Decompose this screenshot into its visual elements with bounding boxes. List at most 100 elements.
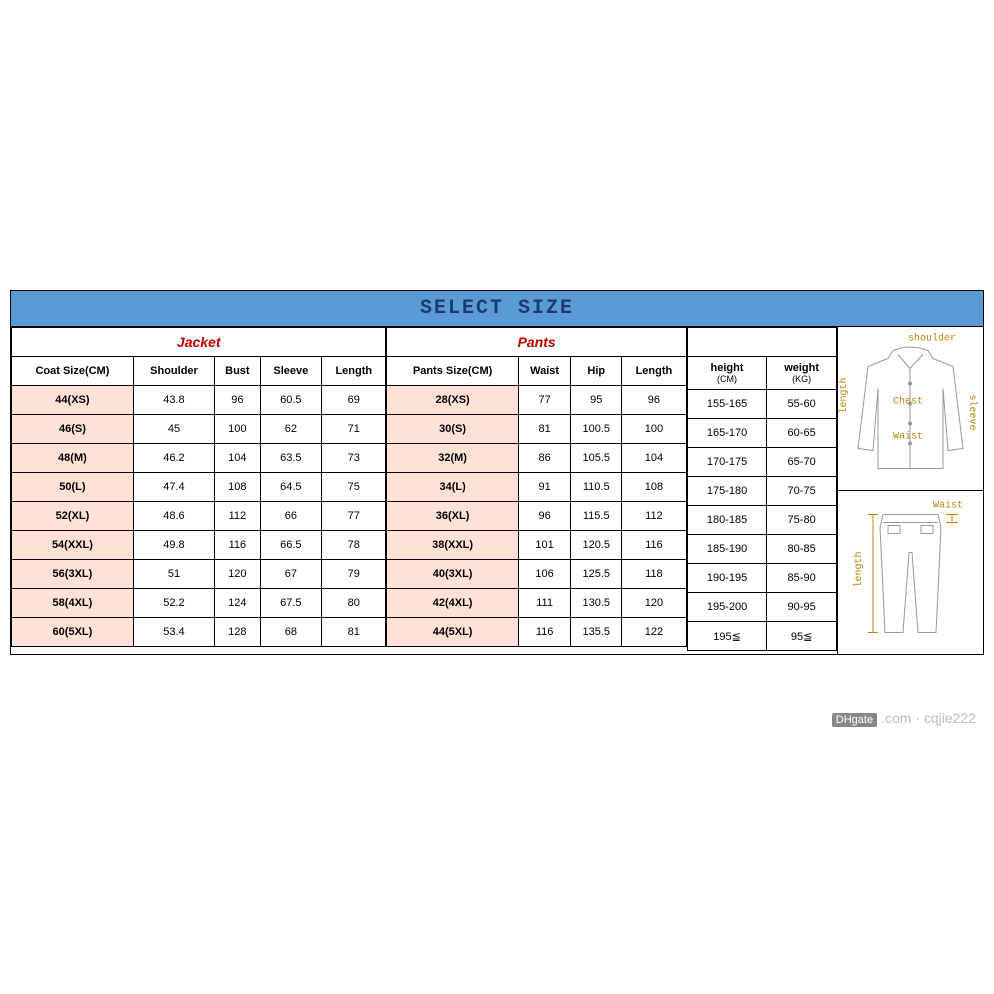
col-header: Sleeve <box>260 357 322 386</box>
cell: 120.5 <box>571 531 622 560</box>
table-row: 36(XL)96115.5112 <box>387 502 686 531</box>
table-row: . <box>687 328 836 357</box>
cell: 104 <box>622 444 687 473</box>
size-cell: 38(XXL) <box>387 531 518 560</box>
cell: 112 <box>622 502 687 531</box>
cell: 45 <box>133 415 214 444</box>
cell: 116 <box>622 531 687 560</box>
cell: 96 <box>622 386 687 415</box>
table-row: 170-17565-70 <box>687 448 836 477</box>
cell: 106 <box>518 560 571 589</box>
table-row: 30(S)81100.5100 <box>387 415 686 444</box>
table-row: 46(S)451006271 <box>12 415 386 444</box>
shirt-diagram: shoulder length sleeve Chest Waist <box>838 327 983 491</box>
header-sub: (CM) <box>690 374 764 384</box>
cell: 64.5 <box>260 473 322 502</box>
cell: 195≦ <box>687 622 766 651</box>
cell: 111 <box>518 589 571 618</box>
shirt-icon: shoulder length sleeve Chest Waist <box>838 327 983 490</box>
table-row: 32(M)86105.5104 <box>387 444 686 473</box>
size-cell: 56(3XL) <box>12 560 134 589</box>
label-shoulder: shoulder <box>908 333 956 345</box>
cell: 118 <box>622 560 687 589</box>
cell: 86 <box>518 444 571 473</box>
table-row: 195≦95≦ <box>687 622 836 651</box>
col-header: Bust <box>215 357 260 386</box>
cell: 68 <box>260 618 322 647</box>
diagram-column: shoulder length sleeve Chest Waist <box>837 327 983 654</box>
cell: 67.5 <box>260 589 322 618</box>
cell: 96 <box>215 386 260 415</box>
col-header: Hip <box>571 357 622 386</box>
table-row: 40(3XL)106125.5118 <box>387 560 686 589</box>
tables-area: Jacket Coat Size(CM) Shoulder Bust Sleev… <box>11 327 837 654</box>
jacket-column: Jacket Coat Size(CM) Shoulder Bust Sleev… <box>11 327 386 654</box>
col-header: Length <box>622 357 687 386</box>
cell: 100 <box>622 415 687 444</box>
label-pants-length: length <box>853 551 865 587</box>
table-row: Pants Size(CM) Waist Hip Length <box>387 357 686 386</box>
cell: 69 <box>322 386 386 415</box>
size-cell: 32(M) <box>387 444 518 473</box>
size-cell: 28(XS) <box>387 386 518 415</box>
cell: 43.8 <box>133 386 214 415</box>
cell: 122 <box>622 618 687 647</box>
col-header: weight(KG) <box>767 357 837 390</box>
label-sleeve: sleeve <box>966 395 978 431</box>
size-cell: 54(XXL) <box>12 531 134 560</box>
table-row: 42(4XL)111130.5120 <box>387 589 686 618</box>
size-cell: 58(4XL) <box>12 589 134 618</box>
height-weight-column: . height(CM) weight(KG) 155-16555-60 165… <box>687 327 837 654</box>
table-row: 44(5XL)116135.5122 <box>387 618 686 647</box>
table-row: 185-19080-85 <box>687 535 836 564</box>
cell: 96 <box>518 502 571 531</box>
cell: 112 <box>215 502 260 531</box>
cell: 125.5 <box>571 560 622 589</box>
cell: 46.2 <box>133 444 214 473</box>
cell: 66.5 <box>260 531 322 560</box>
cell: 104 <box>215 444 260 473</box>
cell: 85-90 <box>767 564 837 593</box>
cell: 120 <box>215 560 260 589</box>
table-row: 195-20090-95 <box>687 593 836 622</box>
table-row: 56(3XL)511206779 <box>12 560 386 589</box>
cell: 49.8 <box>133 531 214 560</box>
table-row: 175-18070-75 <box>687 477 836 506</box>
jacket-table: Jacket Coat Size(CM) Shoulder Bust Sleev… <box>11 327 386 647</box>
size-cell: 34(L) <box>387 473 518 502</box>
pants-section-header: Pants <box>387 328 686 357</box>
cell: 195-200 <box>687 593 766 622</box>
watermark: DHgate.com · cqjie222 <box>832 710 976 726</box>
cell: 175-180 <box>687 477 766 506</box>
table-row: 38(XXL)101120.5116 <box>387 531 686 560</box>
page: SELECT SIZE Jacket Coat Size(CM) Shoulde… <box>0 0 994 994</box>
cell: 75-80 <box>767 506 837 535</box>
table-row: 190-19585-90 <box>687 564 836 593</box>
cell: 124 <box>215 589 260 618</box>
size-cell: 44(XS) <box>12 386 134 415</box>
cell: 79 <box>322 560 386 589</box>
table-row: Coat Size(CM) Shoulder Bust Sleeve Lengt… <box>12 357 386 386</box>
cell: 101 <box>518 531 571 560</box>
cell: 63.5 <box>260 444 322 473</box>
cell: 52.2 <box>133 589 214 618</box>
cell: 77 <box>518 386 571 415</box>
table-row: 34(L)91110.5108 <box>387 473 686 502</box>
cell: 51 <box>133 560 214 589</box>
cell: 100.5 <box>571 415 622 444</box>
pants-icon: Waist length <box>838 491 983 654</box>
chart-body: Jacket Coat Size(CM) Shoulder Bust Sleev… <box>11 327 983 654</box>
cell: 66 <box>260 502 322 531</box>
size-cell: 60(5XL) <box>12 618 134 647</box>
watermark-text: .com · cqjie222 <box>881 710 976 726</box>
cell: 116 <box>215 531 260 560</box>
col-header: height(CM) <box>687 357 766 390</box>
cell: 65-70 <box>767 448 837 477</box>
table-row: 155-16555-60 <box>687 390 836 419</box>
table-row: 28(XS)779596 <box>387 386 686 415</box>
cell: 47.4 <box>133 473 214 502</box>
cell: 128 <box>215 618 260 647</box>
cell: 60.5 <box>260 386 322 415</box>
size-cell: 48(M) <box>12 444 134 473</box>
size-cell: 50(L) <box>12 473 134 502</box>
